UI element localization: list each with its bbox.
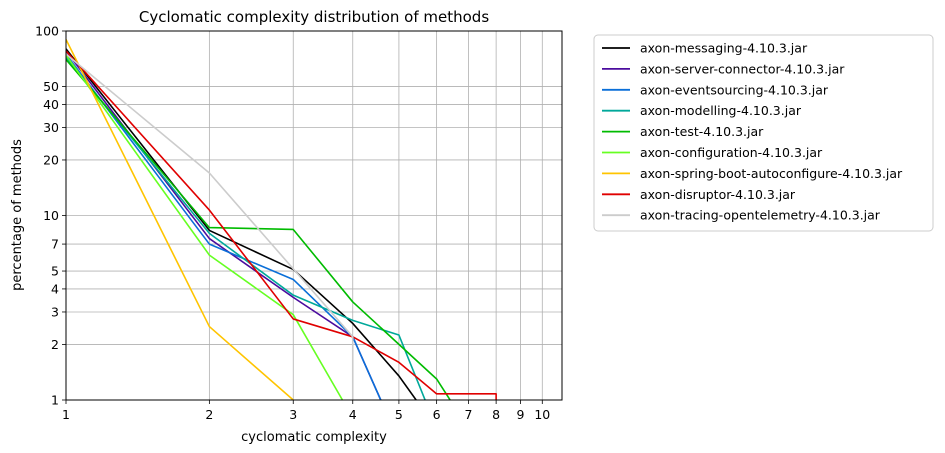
series-line bbox=[66, 59, 452, 400]
series-lines bbox=[66, 39, 497, 400]
y-tick-label: 30 bbox=[43, 120, 59, 135]
y-tick-label: 7 bbox=[51, 237, 59, 252]
x-tick-label: 7 bbox=[465, 407, 473, 422]
x-axis-label: cyclomatic complexity bbox=[241, 430, 387, 445]
chart-title: Cyclomatic complexity distribution of me… bbox=[139, 8, 489, 26]
y-axis-ticks: 1 2 3 4 5 7 10 20 30 40 50 100 bbox=[35, 24, 66, 408]
legend-label: axon-test-4.10.3.jar bbox=[640, 124, 764, 139]
legend-label: axon-disruptor-4.10.3.jar bbox=[640, 187, 796, 202]
y-tick-label: 1 bbox=[51, 393, 59, 408]
y-tick-label: 100 bbox=[35, 24, 59, 39]
series-line bbox=[66, 54, 344, 400]
x-tick-label: 10 bbox=[534, 407, 550, 422]
y-tick-label: 5 bbox=[51, 264, 59, 279]
y-tick-label: 40 bbox=[43, 97, 59, 112]
series-line bbox=[66, 53, 354, 400]
y-tick-label: 50 bbox=[43, 79, 59, 94]
y-tick-label: 20 bbox=[43, 152, 59, 167]
series-line bbox=[66, 53, 382, 400]
legend: axon-messaging-4.10.3.jar axon-server-con… bbox=[593, 34, 934, 232]
y-axis-label: percentage of methods bbox=[10, 139, 25, 291]
legend-label: axon-server-connector-4.10.3.jar bbox=[640, 61, 845, 76]
y-tick-label: 3 bbox=[51, 304, 59, 319]
x-tick-label: 1 bbox=[62, 407, 70, 422]
x-tick-label: 3 bbox=[289, 407, 297, 422]
y-tick-label: 10 bbox=[43, 208, 59, 223]
series-line bbox=[66, 39, 294, 400]
legend-frame bbox=[593, 34, 934, 232]
legend-label: axon-spring-boot-autoconfigure-4.10.3.ja… bbox=[640, 166, 903, 181]
grid-lines bbox=[65, 30, 562, 401]
y-tick-label: 4 bbox=[51, 281, 59, 296]
legend-label: axon-messaging-4.10.3.jar bbox=[640, 41, 808, 56]
legend-label: axon-configuration-4.10.3.jar bbox=[640, 145, 823, 160]
x-tick-label: 8 bbox=[492, 407, 500, 422]
x-tick-label: 2 bbox=[205, 407, 213, 422]
legend-label: axon-eventsourcing-4.10.3.jar bbox=[640, 82, 829, 97]
legend-label: axon-tracing-opentelemetry-4.10.3.jar bbox=[640, 208, 881, 223]
legend-label: axon-modelling-4.10.3.jar bbox=[640, 103, 802, 118]
x-axis-ticks: 1 2 3 4 5 6 7 8 9 10 bbox=[62, 400, 550, 422]
x-tick-label: 4 bbox=[349, 407, 357, 422]
series-line bbox=[66, 50, 497, 400]
y-tick-label: 2 bbox=[51, 337, 59, 352]
x-tick-label: 5 bbox=[395, 407, 403, 422]
x-tick-label: 9 bbox=[517, 407, 525, 422]
x-tick-label: 6 bbox=[433, 407, 441, 422]
